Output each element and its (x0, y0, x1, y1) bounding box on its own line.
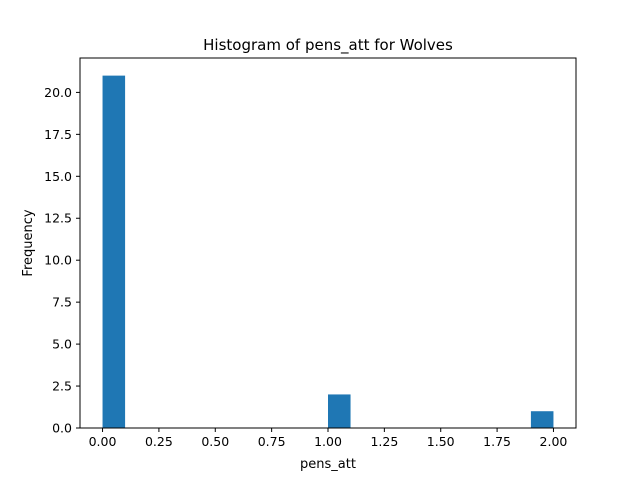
x-tick-label: 1.50 (427, 434, 455, 449)
y-axis-label: Frequency (21, 209, 36, 276)
x-tick-label: 0.25 (145, 434, 173, 449)
x-tick-label: 2.00 (540, 434, 568, 449)
x-tick-label: 1.00 (314, 434, 342, 449)
x-axis-ticks: 0.00 0.25 0.50 0.75 1.00 1.25 1.50 1.75 2.00 (89, 428, 568, 449)
y-tick-label: 7.5 (52, 295, 72, 310)
chart-title: Histogram of pens_att for Wolves (203, 36, 453, 55)
x-tick-label: 0.50 (201, 434, 229, 449)
x-tick-label: 0.00 (89, 434, 117, 449)
y-tick-label: 12.5 (44, 211, 72, 226)
x-tick-label: 0.75 (258, 434, 286, 449)
bars-group (102, 75, 554, 428)
histogram-bar-0 (102, 75, 126, 428)
y-tick-label: 10.0 (44, 253, 72, 268)
y-tick-label: 0.0 (52, 421, 72, 436)
histogram-bar-1 (328, 394, 351, 428)
y-tick-label: 2.5 (52, 379, 72, 394)
y-tick-label: 15.0 (44, 169, 72, 184)
y-axis-ticks: 0.0 2.5 5.0 7.5 10.0 12.5 15.0 17.5 20.0 (44, 85, 80, 436)
x-axis-label: pens_att (300, 457, 356, 472)
y-tick-label: 20.0 (44, 85, 72, 100)
x-tick-label: 1.25 (370, 434, 398, 449)
x-tick-label: 1.75 (483, 434, 511, 449)
y-tick-label: 17.5 (44, 127, 72, 142)
histogram-bar-2 (530, 411, 554, 428)
y-tick-label: 5.0 (52, 337, 72, 352)
plot-frame (79, 57, 577, 429)
